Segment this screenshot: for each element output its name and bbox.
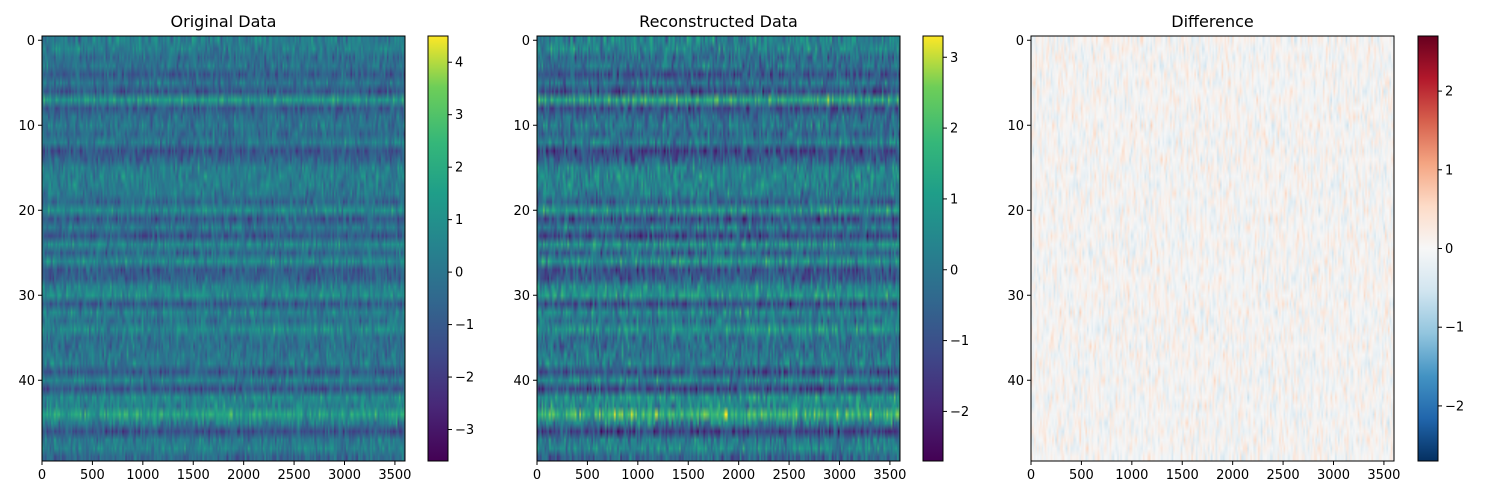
colorbar-tick-label: 1 xyxy=(1445,163,1453,178)
x-tick-label: 1500 xyxy=(1166,468,1199,483)
y-tick-label: 40 xyxy=(513,374,530,389)
panel-reconstructed: Reconstructed Data 0 500 1000 1500 2000 2500 3… xyxy=(513,12,969,483)
colorbar-axis: −3 −2 −1 0 1 2 3 4 xyxy=(448,56,474,438)
colorbar-tick-label: 4 xyxy=(455,56,463,71)
y-tick-label: 0 xyxy=(27,34,35,49)
x-tick-label: 0 xyxy=(1027,468,1035,483)
x-axis: 0 500 1000 1500 2000 2500 3000 3500 xyxy=(38,461,411,483)
x-axis: 0 500 1000 1500 2000 2500 3000 3500 xyxy=(533,461,906,483)
y-tick-label: 10 xyxy=(18,119,35,134)
colorbar xyxy=(1417,35,1439,462)
y-tick-label: 20 xyxy=(1007,204,1024,219)
x-tick-label: 500 xyxy=(1069,468,1094,483)
colorbar-tick-label: −1 xyxy=(950,334,969,349)
x-tick-label: 3000 xyxy=(1317,468,1350,483)
colorbar-tick-label: −1 xyxy=(455,318,474,333)
colorbar-tick-label: 0 xyxy=(950,263,958,278)
y-tick-label: 10 xyxy=(513,119,530,134)
x-tick-label: 3000 xyxy=(328,468,361,483)
colorbar-tick-label: −1 xyxy=(1445,321,1464,336)
y-axis: 0 10 20 30 40 xyxy=(513,34,537,389)
colorbar-tick-label: 1 xyxy=(950,192,958,207)
x-tick-label: 1500 xyxy=(177,468,210,483)
colorbar-tick-label: 3 xyxy=(455,108,463,123)
x-tick-label: 500 xyxy=(575,468,600,483)
y-tick-label: 30 xyxy=(513,289,530,304)
plot-frame xyxy=(1030,35,1395,462)
y-axis: 0 10 20 30 40 xyxy=(18,34,42,389)
heatmap-image xyxy=(1031,36,1394,461)
colorbar-tick-label: −3 xyxy=(455,423,474,438)
colorbar-tick-label: −2 xyxy=(455,371,474,386)
x-tick-label: 2500 xyxy=(1267,468,1300,483)
x-tick-label: 500 xyxy=(80,468,105,483)
chart-title: Reconstructed Data xyxy=(639,12,798,31)
colorbar-tick-label: −2 xyxy=(1445,399,1464,414)
chart-title: Difference xyxy=(1171,12,1253,31)
x-tick-label: 1000 xyxy=(621,468,654,483)
y-tick-label: 30 xyxy=(1007,289,1024,304)
colorbar-tick-label: 3 xyxy=(950,51,958,66)
x-axis: 0 500 1000 1500 2000 2500 3000 3500 xyxy=(1027,461,1400,483)
colorbar-tick-label: 2 xyxy=(455,161,463,176)
x-tick-label: 3500 xyxy=(873,468,906,483)
x-tick-label: 3500 xyxy=(1367,468,1400,483)
y-axis: 0 10 20 30 40 xyxy=(1007,34,1031,389)
x-tick-label: 3500 xyxy=(378,468,411,483)
y-tick-label: 0 xyxy=(1016,34,1024,49)
y-tick-label: 40 xyxy=(18,374,35,389)
colorbar-tick-label: 2 xyxy=(1445,85,1453,100)
heatmap-image xyxy=(537,36,900,461)
colorbar-axis: −2 −1 0 1 2 3 xyxy=(943,51,969,420)
y-tick-label: 0 xyxy=(522,34,530,49)
colorbar xyxy=(922,35,944,462)
panel-original: Original Data 0 500 1000 1500 2000 2500 3000 35… xyxy=(18,12,474,483)
x-tick-label: 1500 xyxy=(672,468,705,483)
y-tick-label: 20 xyxy=(18,204,35,219)
colorbar-tick-label: 0 xyxy=(455,266,463,281)
colorbar-tick-label: 1 xyxy=(455,213,463,228)
plot-frame xyxy=(41,35,406,462)
colorbar-tick-label: 0 xyxy=(1445,242,1453,257)
x-tick-label: 2000 xyxy=(1216,468,1249,483)
colorbar-tick-label: −2 xyxy=(950,405,969,420)
colorbar xyxy=(427,35,449,462)
y-tick-label: 20 xyxy=(513,204,530,219)
x-tick-label: 2500 xyxy=(773,468,806,483)
colorbar-tick-label: 2 xyxy=(950,122,958,137)
panel-difference: Difference 0 500 1000 1500 2000 2500 3000 3500 … xyxy=(1007,12,1464,483)
x-tick-label: 1000 xyxy=(126,468,159,483)
plot-frame xyxy=(536,35,901,462)
x-tick-label: 0 xyxy=(533,468,541,483)
x-tick-label: 1000 xyxy=(1115,468,1148,483)
colorbar-axis: −2 −1 0 1 2 xyxy=(1438,85,1464,414)
x-tick-label: 2000 xyxy=(227,468,260,483)
y-tick-label: 10 xyxy=(1007,119,1024,134)
x-tick-label: 2500 xyxy=(278,468,311,483)
heatmap-image xyxy=(42,36,405,461)
y-tick-label: 40 xyxy=(1007,374,1024,389)
chart-title: Original Data xyxy=(171,12,277,31)
y-tick-label: 30 xyxy=(18,289,35,304)
x-tick-label: 0 xyxy=(38,468,46,483)
x-tick-label: 3000 xyxy=(823,468,856,483)
x-tick-label: 2000 xyxy=(722,468,755,483)
